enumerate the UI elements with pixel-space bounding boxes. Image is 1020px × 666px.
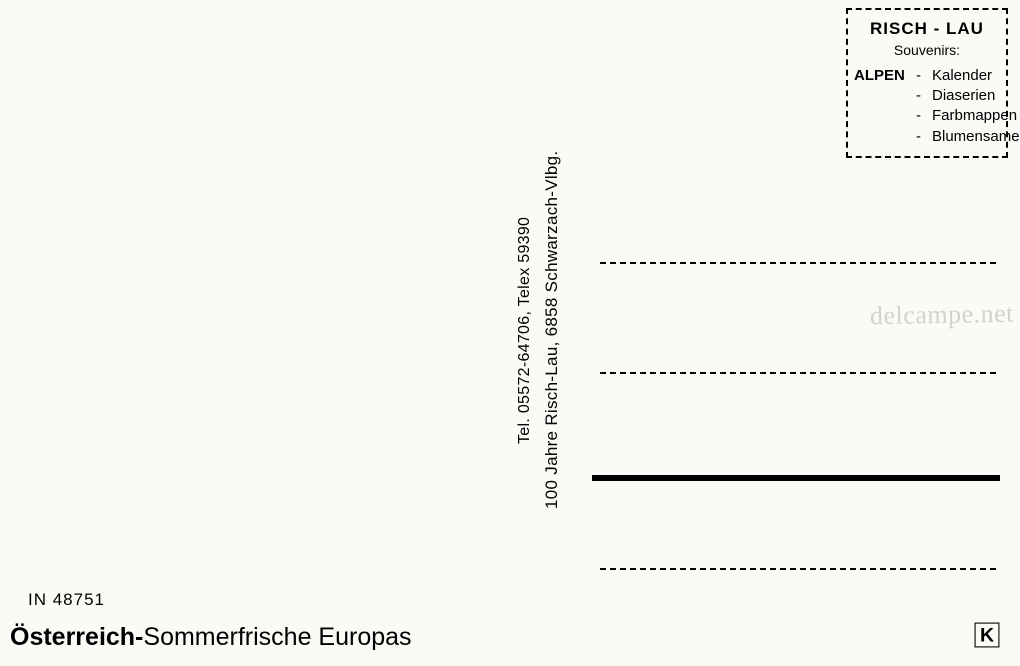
dash-icon: - [916,106,926,126]
tagline-rest: Sommerfrische Europas [143,623,411,651]
stamp-item: Blumensamen [932,127,1020,147]
stamp-row: X - Farbmappen [854,106,1000,126]
tagline-bold: Österreich- [10,623,143,651]
stamp-brand: RISCH - LAU [854,18,1000,41]
stamp-category: ALPEN [854,66,910,86]
publisher-logo-icon: K [974,622,1000,648]
stamp-row: X - Blumensamen [854,127,1000,147]
publisher-block: Tel. 05572-64706, Telex 59390 100 Jahre … [516,120,562,540]
address-line [600,372,996,374]
stamp-item: Farbmappen [932,106,1017,126]
dash-icon: - [916,66,926,86]
address-solid-line [592,475,1000,481]
address-line [600,568,996,570]
reference-code: IN 48751 [28,590,105,610]
dash-icon: - [916,127,926,147]
stamp-row: ALPEN - Kalender [854,66,1000,86]
dash-icon: - [916,86,926,106]
logo-letter: K [980,625,994,647]
postcard-back: RISCH - LAU Souvenirs: ALPEN - Kalender … [0,0,1020,666]
stamp-item: Diaserien [932,86,995,106]
stamp-item: Kalender [932,66,992,86]
stamp-row: X - Diaserien [854,86,1000,106]
address-line [600,262,996,264]
publisher-line-contact: Tel. 05572-64706, Telex 59390 [516,120,534,540]
watermark-text: delcampe.net [870,299,1014,332]
publisher-line-address: 100 Jahre Risch-Lau, 6858 Schwarzach-Vlb… [542,120,562,540]
stamp-subtitle: Souvenirs: [854,41,1000,60]
stamp-advert-box: RISCH - LAU Souvenirs: ALPEN - Kalender … [846,8,1008,158]
bottom-tagline: Österreich-Sommerfrische Europas [10,623,412,652]
